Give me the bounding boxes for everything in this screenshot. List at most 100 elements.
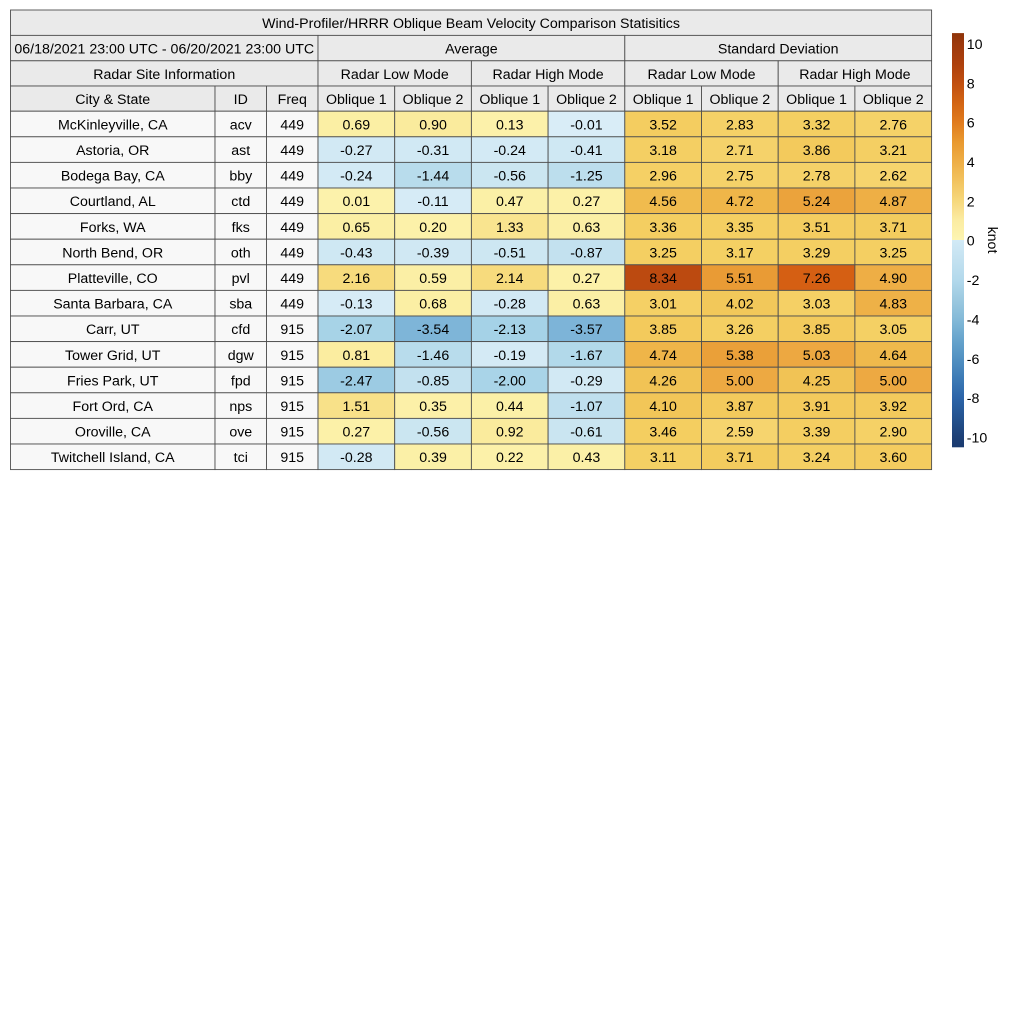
svg-text:0.47: 0.47 <box>496 194 524 210</box>
svg-text:-0.41: -0.41 <box>570 143 602 159</box>
svg-text:-10: -10 <box>967 431 988 447</box>
svg-text:-1.07: -1.07 <box>570 399 602 415</box>
svg-text:3.18: 3.18 <box>649 143 677 159</box>
svg-text:-0.31: -0.31 <box>417 143 449 159</box>
svg-text:bby: bby <box>229 169 253 185</box>
svg-text:-0.24: -0.24 <box>340 169 372 185</box>
svg-text:Platteville, CO: Platteville, CO <box>68 271 158 287</box>
svg-text:-3.57: -3.57 <box>570 322 602 338</box>
svg-text:2.75: 2.75 <box>726 169 754 185</box>
svg-text:-0.29: -0.29 <box>570 373 602 389</box>
svg-text:0.65: 0.65 <box>343 220 371 236</box>
svg-text:0.68: 0.68 <box>419 297 447 313</box>
svg-text:Oblique 2: Oblique 2 <box>709 92 770 108</box>
svg-text:3.92: 3.92 <box>879 399 907 415</box>
svg-text:-0.13: -0.13 <box>340 297 372 313</box>
svg-text:Average: Average <box>445 42 498 58</box>
svg-text:2.14: 2.14 <box>496 271 524 287</box>
svg-text:-0.19: -0.19 <box>494 348 526 364</box>
svg-text:2.90: 2.90 <box>879 425 907 441</box>
svg-text:915: 915 <box>280 373 304 389</box>
svg-text:4.72: 4.72 <box>726 194 754 210</box>
svg-text:-0.61: -0.61 <box>570 425 602 441</box>
svg-text:4.90: 4.90 <box>879 271 907 287</box>
svg-text:oth: oth <box>231 245 251 261</box>
svg-text:Astoria, OR: Astoria, OR <box>76 143 149 159</box>
svg-text:449: 449 <box>280 169 304 185</box>
svg-text:Courtland, AL: Courtland, AL <box>70 194 156 210</box>
svg-text:-0.43: -0.43 <box>340 245 372 261</box>
svg-text:-0.56: -0.56 <box>494 169 526 185</box>
svg-text:915: 915 <box>280 322 304 338</box>
svg-text:-6: -6 <box>967 352 980 368</box>
svg-text:3.46: 3.46 <box>649 425 677 441</box>
svg-text:8: 8 <box>967 76 975 92</box>
svg-text:915: 915 <box>280 450 304 466</box>
svg-text:-2.47: -2.47 <box>340 373 372 389</box>
svg-text:449: 449 <box>280 194 304 210</box>
svg-text:-0.87: -0.87 <box>570 245 602 261</box>
svg-text:449: 449 <box>280 271 304 287</box>
svg-text:3.87: 3.87 <box>726 399 754 415</box>
svg-text:0.59: 0.59 <box>419 271 447 287</box>
svg-text:3.32: 3.32 <box>803 117 831 133</box>
svg-text:449: 449 <box>280 117 304 133</box>
svg-text:0.27: 0.27 <box>573 271 601 287</box>
svg-text:10: 10 <box>967 37 983 53</box>
svg-text:Radar High Mode: Radar High Mode <box>799 67 910 83</box>
svg-text:Radar High Mode: Radar High Mode <box>492 67 603 83</box>
svg-text:Freq: Freq <box>278 92 307 108</box>
svg-text:0.35: 0.35 <box>419 399 447 415</box>
svg-text:0.63: 0.63 <box>573 297 601 313</box>
svg-text:Radar Low Mode: Radar Low Mode <box>341 67 449 83</box>
svg-text:-1.44: -1.44 <box>417 169 449 185</box>
svg-text:Radar Low Mode: Radar Low Mode <box>647 67 755 83</box>
svg-text:449: 449 <box>280 143 304 159</box>
svg-text:acv: acv <box>230 117 253 133</box>
svg-text:-0.39: -0.39 <box>417 245 449 261</box>
svg-text:Oblique 2: Oblique 2 <box>403 92 464 108</box>
svg-text:McKinleyville, CA: McKinleyville, CA <box>58 117 168 133</box>
svg-text:0.20: 0.20 <box>419 220 447 236</box>
svg-text:3.25: 3.25 <box>649 245 677 261</box>
svg-text:North Bend, OR: North Bend, OR <box>62 245 163 261</box>
svg-text:3.71: 3.71 <box>726 450 754 466</box>
svg-text:-0.11: -0.11 <box>417 194 448 210</box>
svg-text:0.63: 0.63 <box>573 220 601 236</box>
svg-text:0.22: 0.22 <box>496 450 524 466</box>
svg-text:fpd: fpd <box>231 373 251 389</box>
svg-text:Oblique 1: Oblique 1 <box>479 92 540 108</box>
svg-text:-2: -2 <box>967 273 980 289</box>
svg-text:3.25: 3.25 <box>879 245 907 261</box>
svg-text:nps: nps <box>229 399 252 415</box>
svg-text:-1.25: -1.25 <box>570 169 602 185</box>
svg-text:-2.13: -2.13 <box>494 322 526 338</box>
svg-text:0.44: 0.44 <box>496 399 524 415</box>
svg-text:0.39: 0.39 <box>419 450 447 466</box>
svg-text:-1.67: -1.67 <box>570 348 602 364</box>
svg-text:2.96: 2.96 <box>649 169 677 185</box>
svg-text:Standard Deviation: Standard Deviation <box>718 42 839 58</box>
svg-text:8.34: 8.34 <box>649 271 677 287</box>
svg-text:4.56: 4.56 <box>649 194 677 210</box>
svg-text:915: 915 <box>280 348 304 364</box>
svg-text:Oblique 1: Oblique 1 <box>326 92 387 108</box>
svg-text:5.38: 5.38 <box>726 348 754 364</box>
svg-text:4.83: 4.83 <box>879 297 907 313</box>
svg-text:5.24: 5.24 <box>803 194 831 210</box>
svg-text:3.52: 3.52 <box>649 117 677 133</box>
svg-text:4.26: 4.26 <box>649 373 677 389</box>
svg-text:0.81: 0.81 <box>343 348 371 364</box>
svg-text:4.87: 4.87 <box>879 194 907 210</box>
svg-text:2.59: 2.59 <box>726 425 754 441</box>
svg-text:ast: ast <box>231 143 250 159</box>
svg-text:Wind-Profiler/HRRR Oblique Bea: Wind-Profiler/HRRR Oblique Beam Velocity… <box>262 16 680 32</box>
svg-text:-0.28: -0.28 <box>340 450 372 466</box>
svg-text:915: 915 <box>280 399 304 415</box>
svg-text:3.85: 3.85 <box>803 322 831 338</box>
svg-text:2.78: 2.78 <box>803 169 831 185</box>
svg-text:-0.85: -0.85 <box>417 373 449 389</box>
svg-text:0.13: 0.13 <box>496 117 524 133</box>
svg-text:Oblique 1: Oblique 1 <box>786 92 847 108</box>
svg-text:449: 449 <box>280 245 304 261</box>
